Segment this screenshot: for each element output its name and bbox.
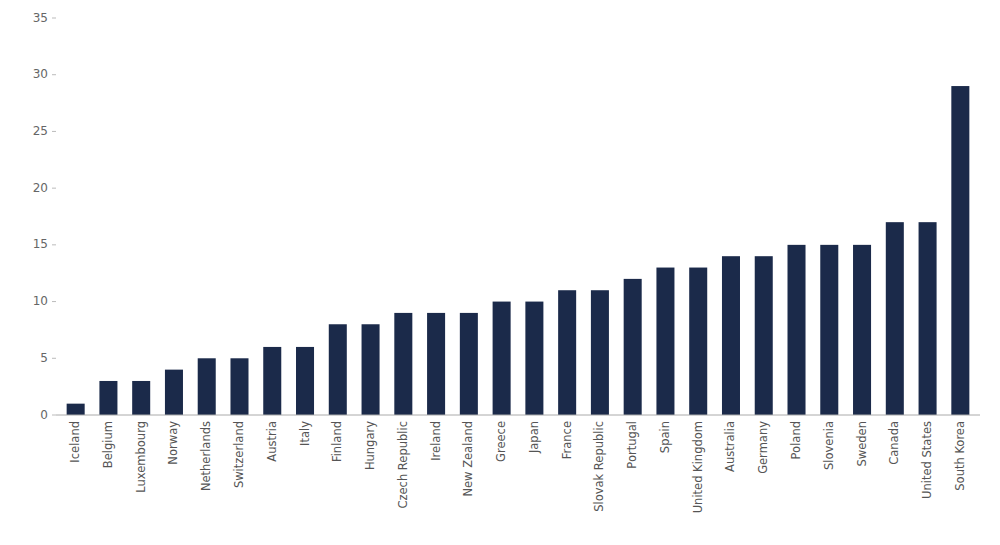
y-axis: 0 5 10 15 20 25 30 35 (33, 11, 56, 422)
bar (296, 347, 314, 415)
y-tick (52, 415, 56, 416)
x-tick-label: Netherlands (199, 421, 213, 491)
x-tick-label: Czech Republic (396, 421, 410, 509)
y-tick (52, 358, 56, 359)
bar (263, 347, 281, 415)
bar (493, 302, 511, 415)
bar (722, 256, 740, 415)
x-tick-label: United Kingdom (691, 421, 705, 513)
x-tick-label: Japan (527, 421, 541, 454)
x-tick-label: Norway (166, 421, 180, 465)
x-tick-label: Slovenia (822, 421, 836, 470)
x-tick-label: Germany (756, 421, 770, 474)
bars (67, 86, 970, 415)
y-tick-label: 5 (40, 351, 48, 365)
y-tick (52, 301, 56, 302)
bar (67, 404, 85, 415)
y-tick-label: 25 (33, 124, 48, 138)
bar (329, 324, 347, 415)
x-tick-label: Luxembourg (134, 421, 148, 493)
bar (820, 245, 838, 415)
x-tick-label: Portugal (625, 421, 639, 469)
x-tick-label: Belgium (101, 421, 115, 468)
x-tick-label: Finland (330, 421, 344, 462)
y-tick (52, 188, 56, 189)
x-tick-label: Sweden (855, 421, 869, 466)
x-axis-line (56, 415, 980, 416)
bar (132, 381, 150, 415)
y-tick (52, 131, 56, 132)
x-tick-label: Iceland (68, 421, 82, 463)
x-tick-label: New Zealand (461, 421, 475, 497)
bar (951, 86, 969, 415)
chart-container: 0 5 10 15 20 25 30 35 Iceland Belgium Luxembourg No… (0, 0, 1000, 545)
x-tick-label: Ireland (429, 421, 443, 461)
y-tick-label: 15 (33, 237, 48, 251)
y-tick-label: 30 (33, 67, 48, 81)
bar (165, 370, 183, 415)
y-tick-label: 35 (33, 11, 48, 25)
bar (460, 313, 478, 415)
x-tick-label: Spain (658, 421, 672, 453)
bar (886, 222, 904, 415)
bar (755, 256, 773, 415)
bar (853, 245, 871, 415)
x-tick-label: Canada (887, 421, 901, 465)
bar (198, 358, 216, 415)
x-tick-label: Poland (789, 421, 803, 459)
bar (394, 313, 412, 415)
chart: 0 5 10 15 20 25 30 35 Iceland Belgium Luxembourg No… (0, 0, 1000, 545)
y-tick (52, 244, 56, 245)
y-tick (52, 74, 56, 75)
y-tick (52, 18, 56, 19)
bar (558, 290, 576, 415)
x-tick-label: Italy (298, 421, 312, 446)
bar (427, 313, 445, 415)
bar (919, 222, 937, 415)
bar (624, 279, 642, 415)
bar (656, 268, 674, 415)
x-tick-label: United States (920, 421, 934, 499)
x-tick-label: France (560, 421, 574, 459)
x-tick-label: Greece (494, 421, 508, 462)
bar (525, 302, 543, 415)
bar (788, 245, 806, 415)
bar (362, 324, 380, 415)
x-tick-label: Switzerland (232, 421, 246, 488)
bar (230, 358, 248, 415)
x-tick-label: Austria (265, 421, 279, 462)
x-tick-label: Australia (723, 421, 737, 472)
x-axis: Iceland Belgium Luxembourg Norway Netherland… (68, 421, 967, 514)
y-tick-label: 0 (40, 408, 48, 422)
bar (689, 268, 707, 415)
x-tick-label: South Korea (953, 421, 967, 491)
bar (591, 290, 609, 415)
y-tick-label: 20 (33, 181, 48, 195)
x-tick-label: Hungary (363, 421, 377, 470)
y-tick-label: 10 (33, 294, 48, 308)
bar (99, 381, 117, 415)
x-tick-label: Slovak Republic (592, 421, 606, 512)
